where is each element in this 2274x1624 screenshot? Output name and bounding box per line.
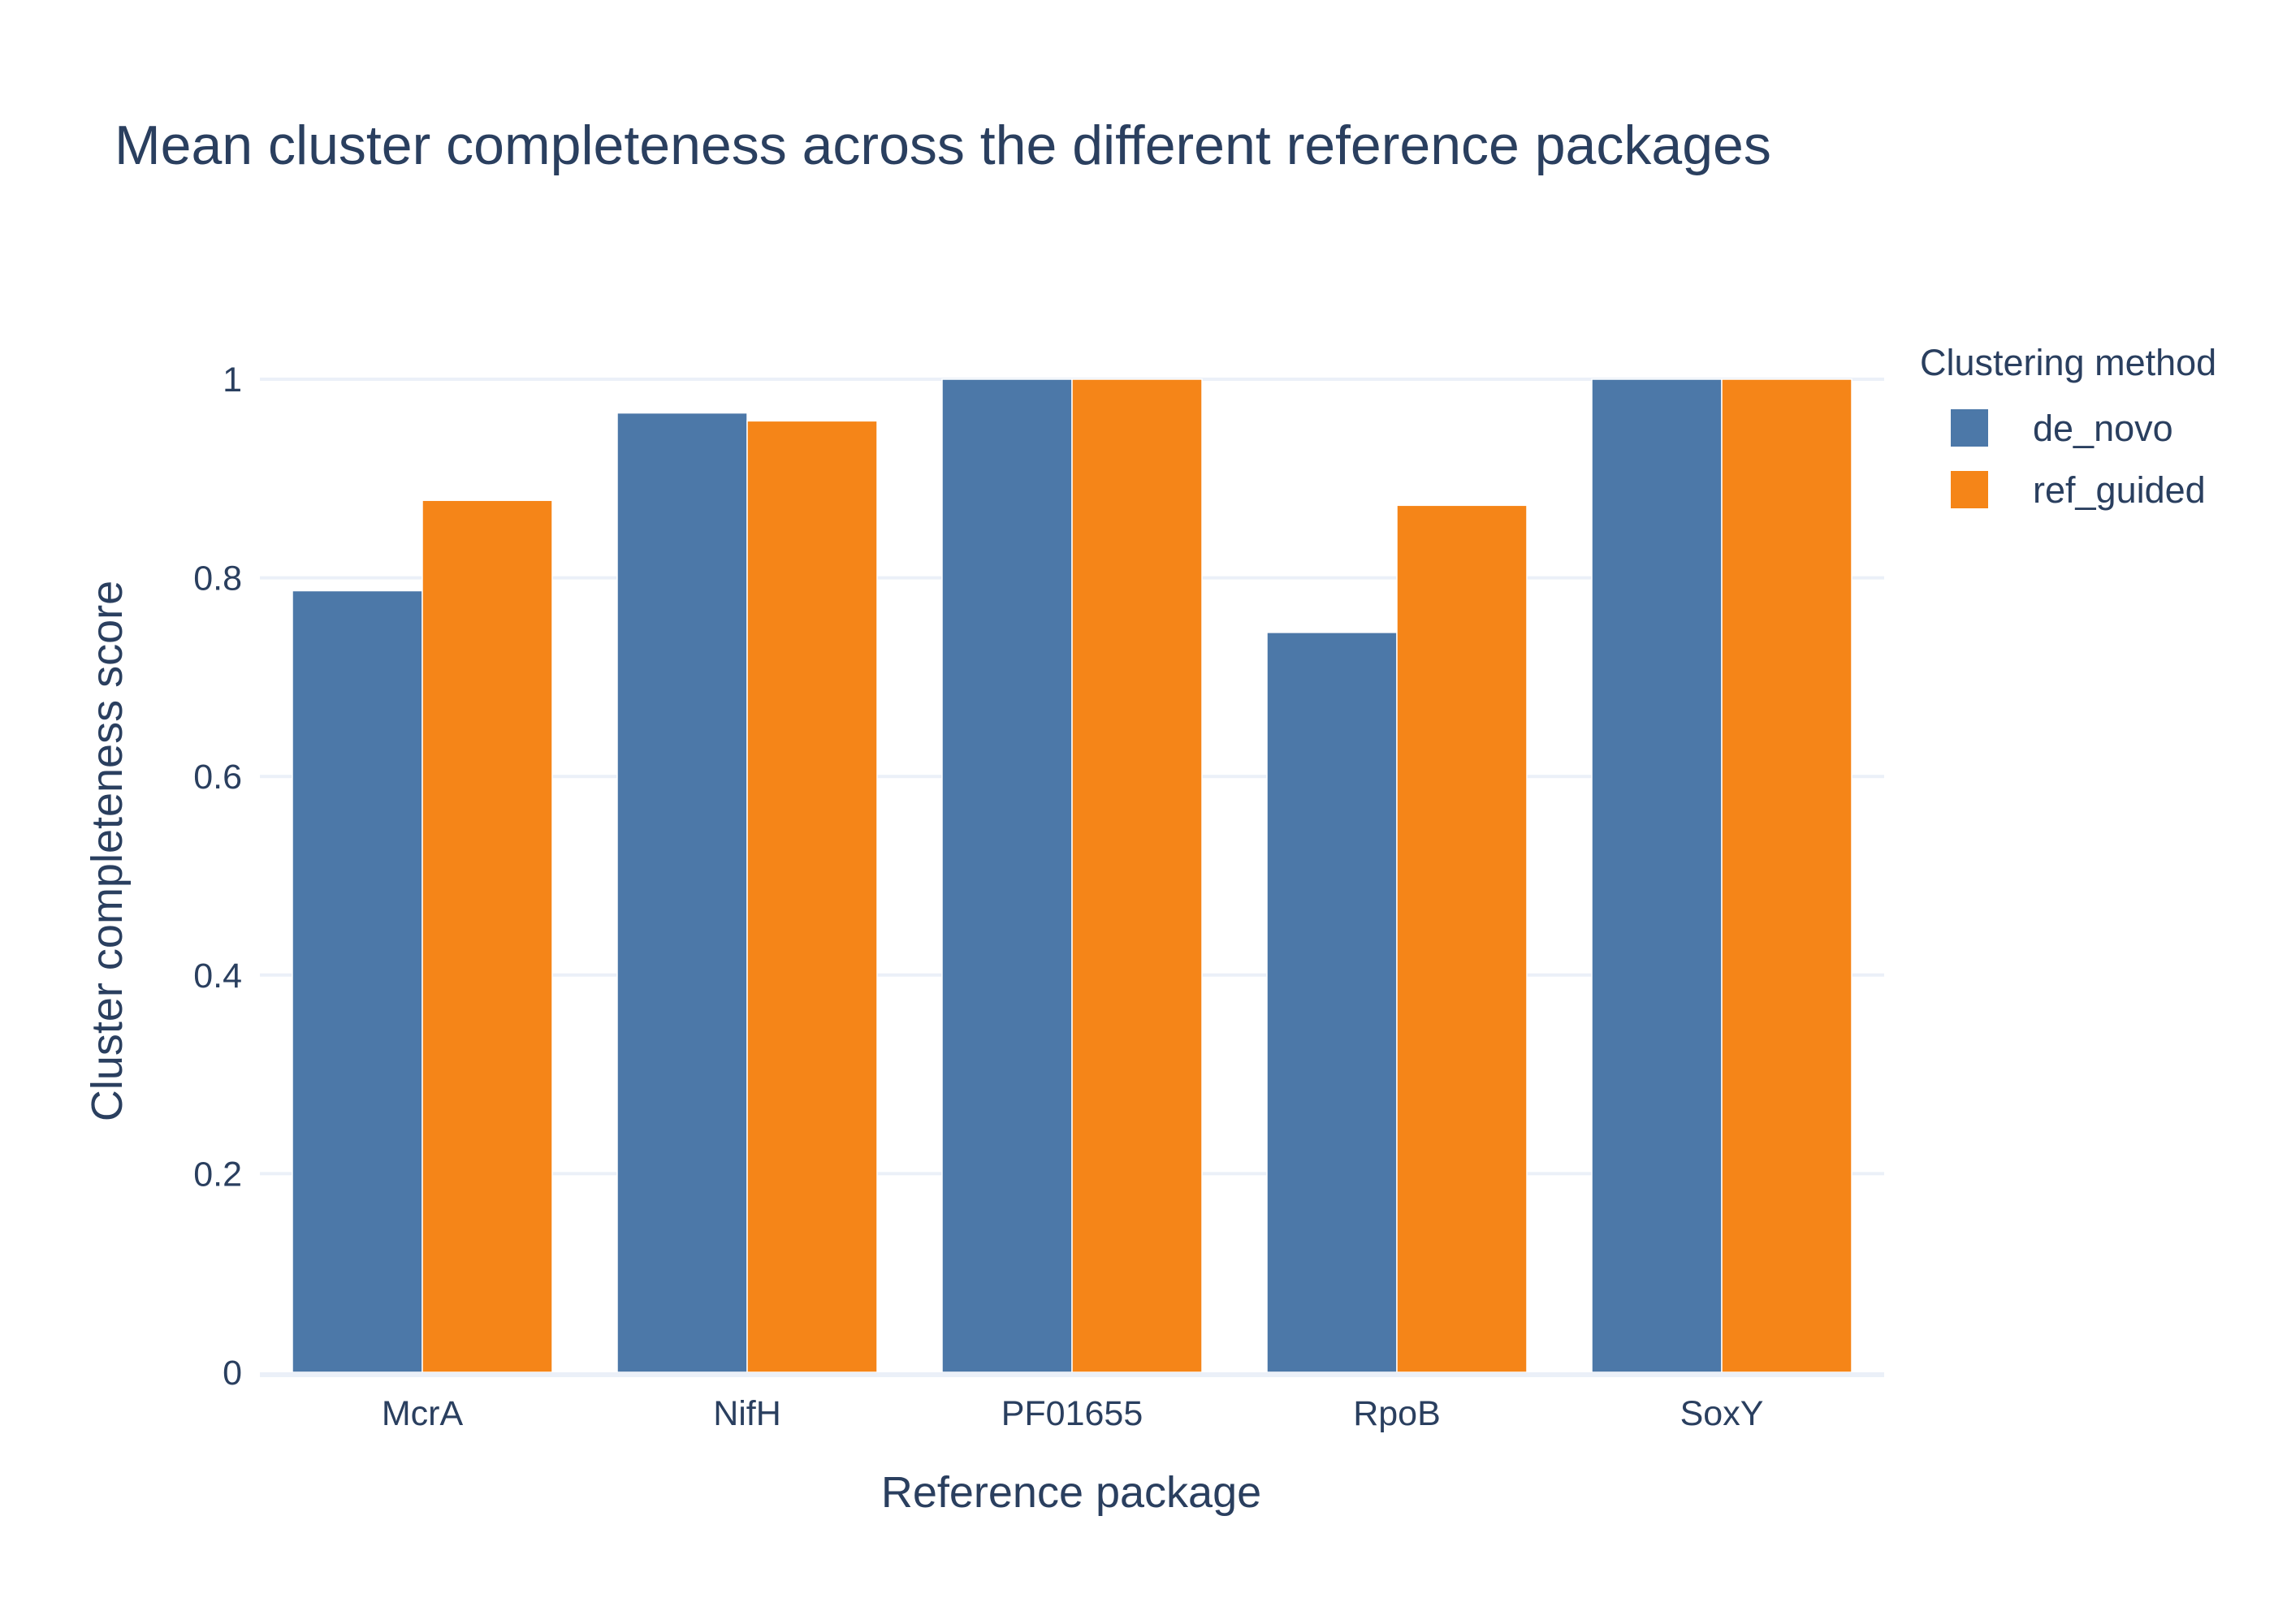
bar-ref_guided-RpoB[interactable] <box>1396 504 1528 1373</box>
bar-de_novo-RpoB[interactable] <box>1266 632 1398 1373</box>
bar-ref_guided-McrA[interactable] <box>422 499 553 1373</box>
legend-label: de_novo <box>2033 408 2173 449</box>
bar-ref_guided-PF01655[interactable] <box>1071 378 1203 1373</box>
legend-items: de_novo ref_guided <box>1951 408 2206 511</box>
legend-swatch <box>1951 471 1988 508</box>
legend-item-ref_guided[interactable]: ref_guided <box>1951 469 2206 511</box>
bar-de_novo-SoxY[interactable] <box>1591 378 1723 1373</box>
legend-item-de_novo[interactable]: de_novo <box>1951 408 2173 449</box>
y-axis-title: Cluster completeness score <box>83 581 132 1121</box>
x-axis-title: Reference package <box>881 1468 1261 1517</box>
bar-ref_guided-SoxY[interactable] <box>1721 378 1852 1373</box>
y-tick-label: 0.8 <box>193 559 242 598</box>
y-tick-label: 0.2 <box>193 1155 242 1194</box>
y-tick-label: 0 <box>223 1354 242 1393</box>
bar-de_novo-McrA[interactable] <box>292 590 423 1373</box>
y-tick-label: 0.4 <box>193 957 242 996</box>
x-tick-label: NifH <box>713 1394 781 1433</box>
bar-de_novo-PF01655[interactable] <box>941 378 1073 1373</box>
legend-label: ref_guided <box>2033 469 2206 511</box>
bar-ref_guided-NifH[interactable] <box>746 420 878 1373</box>
legend-swatch <box>1951 409 1988 447</box>
bars <box>292 378 1852 1373</box>
y-tick-label: 0.6 <box>193 758 242 797</box>
y-tick-label: 1 <box>223 361 242 400</box>
legend[interactable]: Clustering method de_novo ref_guided <box>1920 342 2216 511</box>
x-tick-label: RpoB <box>1353 1394 1441 1433</box>
axes: 0 0.2 0.4 0.6 0.8 1 McrA NifH PF01655 RpoB SoxY <box>193 361 1884 1433</box>
chart-title: Mean cluster completeness across the dif… <box>115 114 1771 176</box>
legend-title: Clustering method <box>1920 342 2216 383</box>
x-tick-label: McrA <box>382 1394 464 1433</box>
bar-de_novo-NifH[interactable] <box>616 412 748 1373</box>
x-tick-label: PF01655 <box>1001 1394 1143 1433</box>
x-tick-label: SoxY <box>1680 1394 1764 1433</box>
